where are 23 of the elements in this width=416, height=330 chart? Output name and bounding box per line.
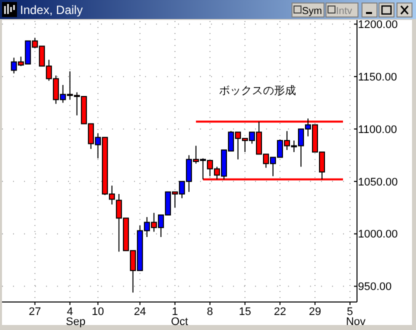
x-tick-label: 1 [172, 306, 178, 318]
text: Intv [336, 6, 352, 17]
text: Oct [170, 316, 188, 328]
text: Nov [346, 316, 366, 328]
x-tick-label: 4 [66, 306, 73, 318]
x-tick-label: 22 [274, 306, 286, 318]
x-tick-label: 10 [92, 306, 104, 318]
y-tick-label: 1050.00 [358, 176, 398, 188]
y-tick-label: 1200.00 [358, 18, 398, 31]
y-tick-label: 1100.00 [358, 124, 397, 136]
annotation: ボックスの形成 [219, 84, 296, 97]
x-tick-label: 24 [134, 306, 146, 318]
y-tick-label: 1000.00 [358, 228, 398, 241]
chart-title: Index, Daily [20, 3, 83, 17]
x-tick-label: 27 [28, 306, 42, 318]
x-tick-label: 5 [346, 306, 354, 318]
text: Sym [302, 6, 322, 17]
x-tick-label: 8 [206, 306, 214, 318]
y-tick-label: 950.00 [358, 281, 392, 294]
text: Sep [66, 316, 86, 328]
x-tick-label: 15 [238, 306, 252, 318]
x-tick-label: 29 [308, 306, 322, 318]
y-tick-label: 1150.00 [358, 71, 397, 84]
